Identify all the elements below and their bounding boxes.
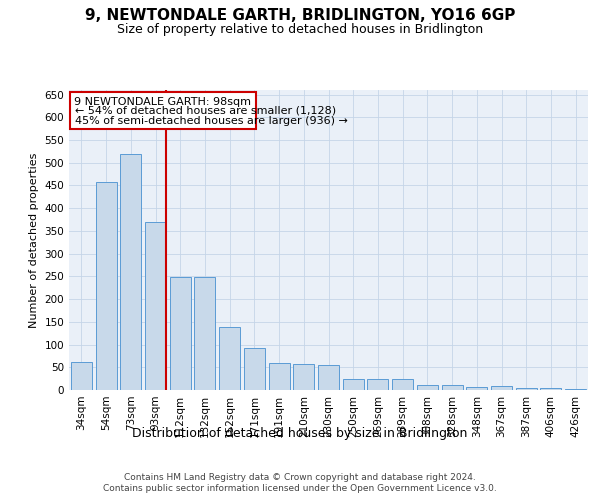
Y-axis label: Number of detached properties: Number of detached properties [29,152,39,328]
Bar [145,222,166,390]
Bar [219,328,240,390]
Text: ← 54% of detached houses are smaller (1,128): ← 54% of detached houses are smaller (1,… [75,106,337,116]
Text: Contains public sector information licensed under the Open Government Licence v3: Contains public sector information licen… [103,484,497,493]
Text: 9 NEWTONDALE GARTH: 98sqm: 9 NEWTONDALE GARTH: 98sqm [74,97,251,107]
Bar [343,378,364,390]
Bar [466,388,487,390]
Text: Distribution of detached houses by size in Bridlington: Distribution of detached houses by size … [133,428,467,440]
Bar [491,386,512,390]
Bar [442,384,463,390]
Bar [244,348,265,390]
Bar [170,278,191,390]
Bar [194,278,215,390]
Bar [71,362,92,390]
Text: Size of property relative to detached houses in Bridlington: Size of property relative to detached ho… [117,24,483,36]
Bar [417,384,438,390]
Text: 45% of semi-detached houses are larger (936) →: 45% of semi-detached houses are larger (… [75,116,348,126]
FancyBboxPatch shape [70,92,256,128]
Bar [565,388,586,390]
Bar [95,182,116,390]
Bar [120,154,141,390]
Text: Contains HM Land Registry data © Crown copyright and database right 2024.: Contains HM Land Registry data © Crown c… [124,472,476,482]
Bar [269,362,290,390]
Text: 9, NEWTONDALE GARTH, BRIDLINGTON, YO16 6GP: 9, NEWTONDALE GARTH, BRIDLINGTON, YO16 6… [85,8,515,22]
Bar [516,388,537,390]
Bar [541,388,562,390]
Bar [392,378,413,390]
Bar [293,364,314,390]
Bar [318,365,339,390]
Bar [367,378,388,390]
